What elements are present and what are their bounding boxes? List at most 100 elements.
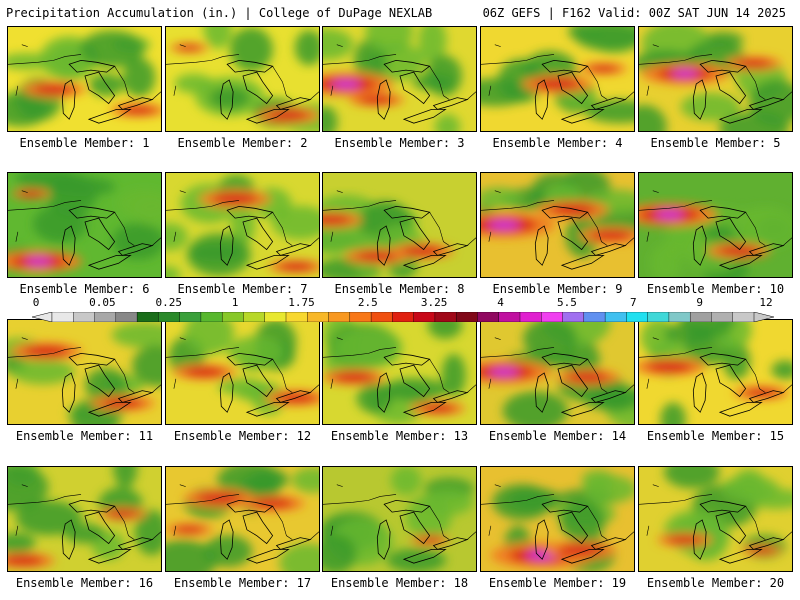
border-line <box>179 337 186 340</box>
border-line <box>782 91 792 100</box>
lake-outline <box>560 549 605 564</box>
colorbar-swatch <box>583 311 606 323</box>
precip-map <box>166 320 319 424</box>
lake-outline <box>245 255 290 270</box>
lake-outline <box>557 364 589 398</box>
border-line <box>114 506 135 540</box>
ensemble-panel-9 <box>480 172 635 278</box>
map-title: Precipitation Accumulation (in.) | Colle… <box>6 6 433 20</box>
border-line <box>330 85 334 96</box>
ensemble-panel-11 <box>7 319 162 425</box>
border-line <box>309 531 319 540</box>
border-line <box>646 525 650 536</box>
border-line <box>173 85 177 96</box>
ensemble-member-label: Ensemble Member: 12 <box>173 429 312 443</box>
lake-outline <box>84 217 116 251</box>
colorbar-tick-label: 12 <box>759 296 773 309</box>
precip-colorbar <box>31 307 775 323</box>
colorbar-swatch <box>413 311 436 323</box>
lake-outline <box>226 352 274 366</box>
border-line <box>151 384 161 393</box>
lake-outline <box>692 79 707 120</box>
colorbar-swatch <box>136 311 159 323</box>
lake-outline <box>718 549 763 564</box>
border-line <box>151 237 161 246</box>
border-line <box>21 190 28 193</box>
lake-outline <box>84 71 116 105</box>
colorbar-tick-label: 5.5 <box>556 296 577 309</box>
border-line <box>166 200 240 211</box>
colorbar-tick-label: 9 <box>696 296 703 309</box>
border-line <box>745 359 766 393</box>
border-line <box>587 66 608 100</box>
border-line <box>15 85 19 96</box>
lake-outline <box>748 97 785 110</box>
ensemble-member-label: Ensemble Member: 14 <box>488 429 627 443</box>
border-line <box>652 190 659 193</box>
border-line <box>166 347 240 358</box>
colorbar-swatch <box>264 311 287 323</box>
lake-outline <box>699 205 747 219</box>
colorbar-swatch <box>158 311 181 323</box>
lake-outline <box>245 549 290 564</box>
lake-outline <box>117 537 154 550</box>
border-line <box>8 54 82 65</box>
lake-outline <box>275 97 312 110</box>
ensemble-panel-15 <box>638 319 793 425</box>
border-line <box>639 494 713 505</box>
ensemble-panel-3 <box>322 26 477 132</box>
border-line <box>652 44 659 47</box>
colorbar-swatch <box>434 311 457 323</box>
lake-outline <box>117 97 154 110</box>
border-line <box>639 200 713 211</box>
border-line <box>173 525 177 536</box>
ensemble-member-label: Ensemble Member: 13 <box>330 429 469 443</box>
lake-outline <box>541 352 589 366</box>
lake-outline <box>590 243 627 256</box>
lake-outline <box>432 537 469 550</box>
border-line <box>336 190 343 193</box>
border-line <box>494 337 501 340</box>
colorbar-swatch <box>562 311 585 323</box>
border-line <box>624 384 634 393</box>
lake-outline <box>275 537 312 550</box>
border-line <box>8 494 82 505</box>
precip-map <box>166 467 319 571</box>
colorbar-left-arrow <box>31 311 53 323</box>
border-line <box>782 531 792 540</box>
border-line <box>272 359 293 393</box>
border-line <box>624 237 634 246</box>
border-line <box>646 231 650 242</box>
lake-outline <box>402 255 447 270</box>
precip-map <box>639 467 792 571</box>
lake-outline <box>226 59 274 73</box>
colorbar-tick-label: 1.75 <box>288 296 315 309</box>
lake-outline <box>699 352 747 366</box>
lake-outline <box>242 511 274 545</box>
colorbar-tick-label: 0 <box>32 296 40 309</box>
border-line <box>782 237 792 246</box>
lake-outline <box>61 79 76 120</box>
lake-outline <box>399 364 431 398</box>
border-line <box>8 347 82 358</box>
colorbar-tick-label: 2.5 <box>357 296 378 309</box>
lake-outline <box>399 217 431 251</box>
border-line <box>151 91 161 100</box>
border-line <box>624 531 634 540</box>
border-line <box>309 384 319 393</box>
border-line <box>587 359 608 393</box>
lake-outline <box>226 499 274 513</box>
precip-map <box>8 320 161 424</box>
border-line <box>336 337 343 340</box>
lake-outline <box>534 79 549 120</box>
precip-map <box>8 173 161 277</box>
ensemble-panel-13 <box>322 319 477 425</box>
ensemble-panel-6 <box>7 172 162 278</box>
border-line <box>272 66 293 100</box>
border-line <box>21 337 28 340</box>
border-line <box>624 91 634 100</box>
precip-map <box>8 467 161 571</box>
border-line <box>330 525 334 536</box>
ensemble-panel-14 <box>480 319 635 425</box>
lake-outline <box>219 225 234 266</box>
